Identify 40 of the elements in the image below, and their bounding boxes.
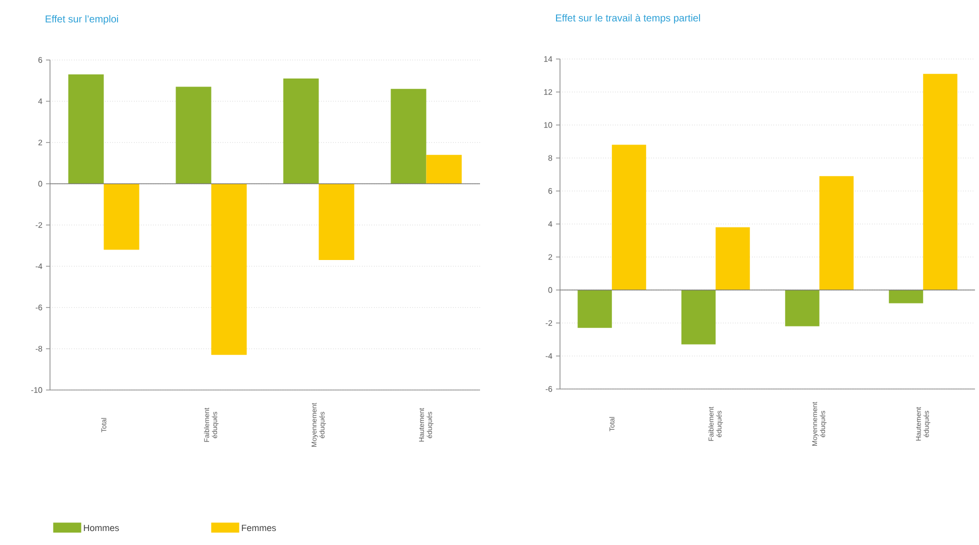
bar: [104, 184, 140, 250]
bar: [888, 290, 924, 304]
y-tick-label: 4: [548, 221, 552, 227]
y-tick-label: 0: [38, 180, 42, 187]
chart-title: Effet sur le travail à temps partiel: [556, 14, 700, 24]
legend-label: Hommes: [84, 524, 119, 532]
y-tick-label: 6: [38, 57, 42, 63]
y-tick-label: 4: [38, 98, 42, 104]
y-tick-label: 2: [548, 254, 552, 260]
chart-title: Effet sur l’emploi: [46, 15, 118, 24]
y-tick-label: -4: [36, 263, 42, 269]
y-tick-label: 8: [548, 155, 552, 161]
y-tick-label: 10: [544, 122, 552, 128]
y-tick-label: 0: [548, 287, 552, 293]
bar: [612, 144, 646, 290]
bar: [68, 74, 104, 184]
y-tick-label: -10: [31, 387, 42, 393]
bar: [426, 154, 462, 184]
bar: [785, 290, 820, 326]
bar: [819, 176, 854, 290]
y-tick-label: 6: [548, 188, 552, 194]
y-tick-label: -2: [36, 222, 42, 228]
y-tick-label: 12: [544, 89, 552, 95]
y-tick-label: -6: [36, 304, 42, 310]
y-tick-label: 14: [544, 56, 552, 62]
bar: [681, 290, 716, 344]
y-tick-label: -6: [546, 386, 552, 392]
y-tick-label: 2: [38, 140, 42, 146]
y-tick-label: -4: [546, 353, 552, 359]
bar: [923, 74, 958, 290]
bar: [716, 227, 750, 290]
y-tick-label: -2: [546, 320, 552, 326]
legend-label: Femmes: [242, 524, 276, 532]
bar: [578, 290, 612, 328]
y-tick-label: -8: [36, 346, 42, 352]
bar: [176, 86, 212, 184]
bar: [318, 184, 354, 260]
bar: [390, 88, 426, 184]
bar: [211, 184, 247, 355]
bar: [283, 78, 319, 184]
